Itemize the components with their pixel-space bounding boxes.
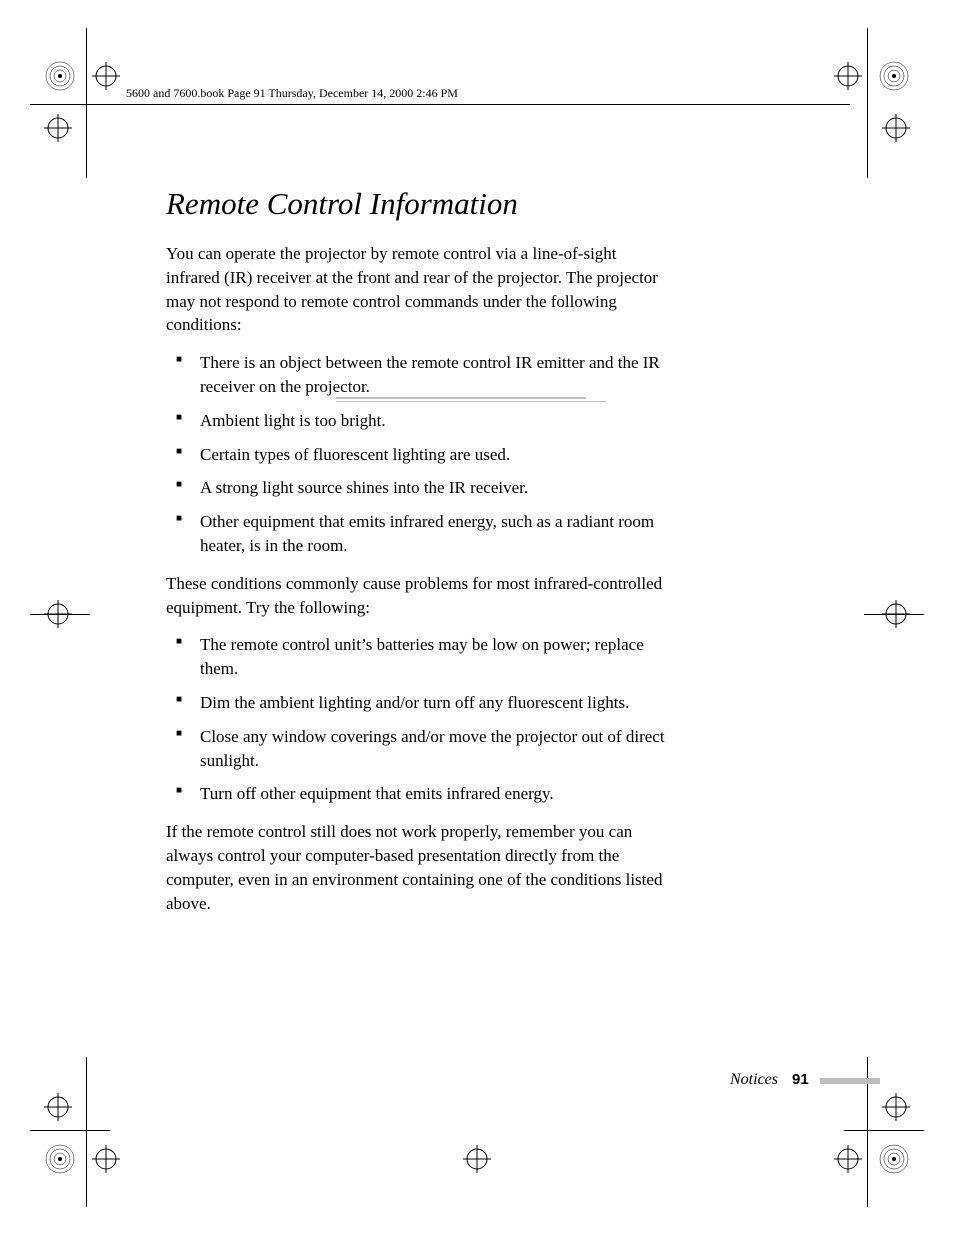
- crop-line: [844, 1130, 924, 1131]
- footer-rule: [820, 1078, 880, 1084]
- list-item: There is an object between the remote co…: [166, 351, 666, 399]
- crosshair-icon: [92, 1145, 120, 1173]
- conditions-list: There is an object between the remote co…: [166, 351, 666, 558]
- list-item: Turn off other equipment that emits infr…: [166, 782, 666, 806]
- footer-section-label: Notices: [730, 1071, 778, 1088]
- registration-mark-icon: [44, 1143, 76, 1175]
- crosshair-icon: [882, 1093, 910, 1121]
- section-title: Remote Control Information: [166, 186, 666, 222]
- crop-line: [86, 1057, 87, 1207]
- registration-mark-icon: [44, 60, 76, 92]
- try-intro-paragraph: These conditions commonly cause problems…: [166, 572, 666, 620]
- list-item: Dim the ambient lighting and/or turn off…: [166, 691, 666, 715]
- crosshair-icon: [834, 1145, 862, 1173]
- list-item: Other equipment that emits infrared ener…: [166, 510, 666, 558]
- crosshair-icon: [882, 114, 910, 142]
- crosshair-icon: [834, 62, 862, 90]
- crosshair-icon: [44, 114, 72, 142]
- crosshair-icon: [44, 1093, 72, 1121]
- crosshair-icon: [463, 1145, 491, 1173]
- page-header-text: 5600 and 7600.book Page 91 Thursday, Dec…: [126, 86, 458, 101]
- crop-line: [86, 28, 87, 178]
- registration-mark-icon: [878, 1143, 910, 1175]
- intro-paragraph: You can operate the projector by remote …: [166, 242, 666, 337]
- list-item: Close any window coverings and/or move t…: [166, 725, 666, 773]
- list-item: The remote control unit’s batteries may …: [166, 633, 666, 681]
- crop-line: [30, 104, 110, 105]
- crosshair-icon: [92, 62, 120, 90]
- crop-line: [867, 28, 868, 178]
- registration-mark-icon: [878, 60, 910, 92]
- footer-page-number: 91: [792, 1071, 809, 1088]
- crop-line: [30, 1130, 110, 1131]
- list-item: Ambient light is too bright.: [166, 409, 666, 433]
- list-item: Certain types of fluorescent lighting ar…: [166, 443, 666, 467]
- list-item: A strong light source shines into the IR…: [166, 476, 666, 500]
- header-rule: [110, 104, 850, 105]
- content-area: Remote Control Information You can opera…: [166, 186, 666, 929]
- crop-line: [30, 614, 90, 615]
- closing-paragraph: If the remote control still does not wor…: [166, 820, 666, 915]
- crop-line: [864, 614, 924, 615]
- suggestions-list: The remote control unit’s batteries may …: [166, 633, 666, 806]
